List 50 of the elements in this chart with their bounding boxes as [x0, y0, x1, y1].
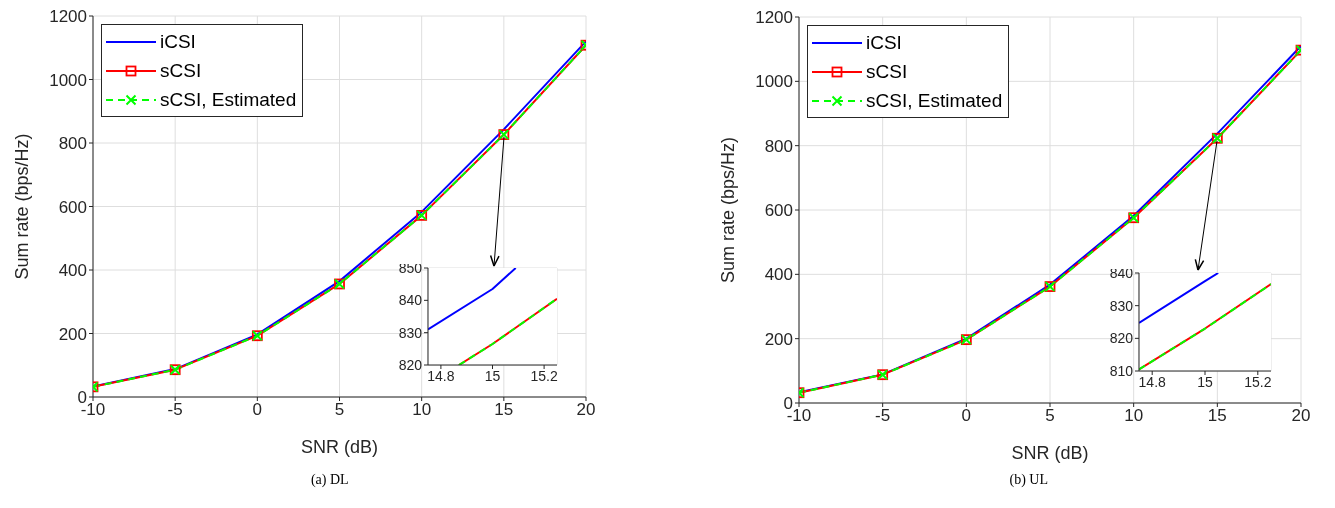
y-tick-label: 820	[1109, 330, 1134, 347]
y-tick-label: 830	[398, 324, 423, 341]
y-tick-label: 800	[764, 136, 793, 156]
y-tick-label: 1200	[755, 8, 793, 28]
y-tick-label: 200	[764, 329, 793, 349]
x-axis-title: SNR (dB)	[1011, 443, 1089, 463]
x-axis-title: SNR (dB)	[300, 437, 379, 457]
x-tick-label: 15	[494, 400, 514, 420]
x-tick-label: 15.2	[530, 367, 558, 384]
y-tick-label: 400	[58, 261, 87, 281]
y-tick-label: 600	[58, 197, 87, 217]
y-tick-label: 800	[58, 134, 87, 154]
x-tick-label: 5	[1045, 406, 1055, 426]
y-tick-label: 840	[1109, 264, 1134, 281]
x-tick-label: 15.2	[1244, 373, 1272, 390]
y-tick-label: 810	[1109, 362, 1134, 379]
x-tick-label: 20	[1291, 406, 1311, 426]
legend-label: sCSI, Estimated	[160, 88, 297, 111]
x-tick-label: 15	[1197, 373, 1213, 390]
x-tick-label: 20	[576, 400, 596, 420]
y-tick-label: 850	[398, 259, 423, 276]
x-tick-label: 10	[412, 400, 432, 420]
x-tick-label: 15	[1207, 406, 1227, 426]
y-tick-label: 600	[764, 201, 793, 221]
legend-label: sCSI	[866, 60, 908, 83]
x-tick-label: 14.8	[1138, 373, 1167, 390]
x-tick-label: 5	[334, 400, 345, 420]
legend-label: iCSI	[160, 30, 196, 53]
legend-label: iCSI	[866, 31, 902, 54]
y-tick-label: 840	[398, 292, 423, 309]
y-axis-title: Sum rate (bps/Hz)	[718, 136, 739, 284]
y-tick-label: 820	[398, 356, 423, 373]
x-tick-label: 0	[252, 400, 263, 420]
y-tick-label: 830	[1109, 297, 1134, 314]
x-tick-label: 10	[1124, 406, 1144, 426]
x-tick-label: 0	[961, 406, 972, 426]
x-tick-label: -5	[167, 400, 183, 420]
x-tick-label: 14.8	[427, 367, 455, 384]
y-tick-label: 1000	[755, 72, 793, 92]
y-tick-label: 200	[58, 324, 87, 344]
text: (b) UL	[1008, 472, 1049, 488]
legend-label: sCSI	[160, 59, 202, 82]
y-tick-label: 1200	[49, 7, 87, 27]
x-tick-label: 15	[484, 367, 501, 384]
y-axis-title: Sum rate (bps/Hz)	[12, 133, 33, 280]
y-tick-label: 1000	[49, 70, 87, 90]
legend-label: sCSI, Estimated	[866, 89, 1003, 112]
y-tick-label: 400	[764, 265, 793, 285]
x-tick-label: -5	[875, 406, 891, 426]
text: (a) DL	[309, 472, 350, 488]
